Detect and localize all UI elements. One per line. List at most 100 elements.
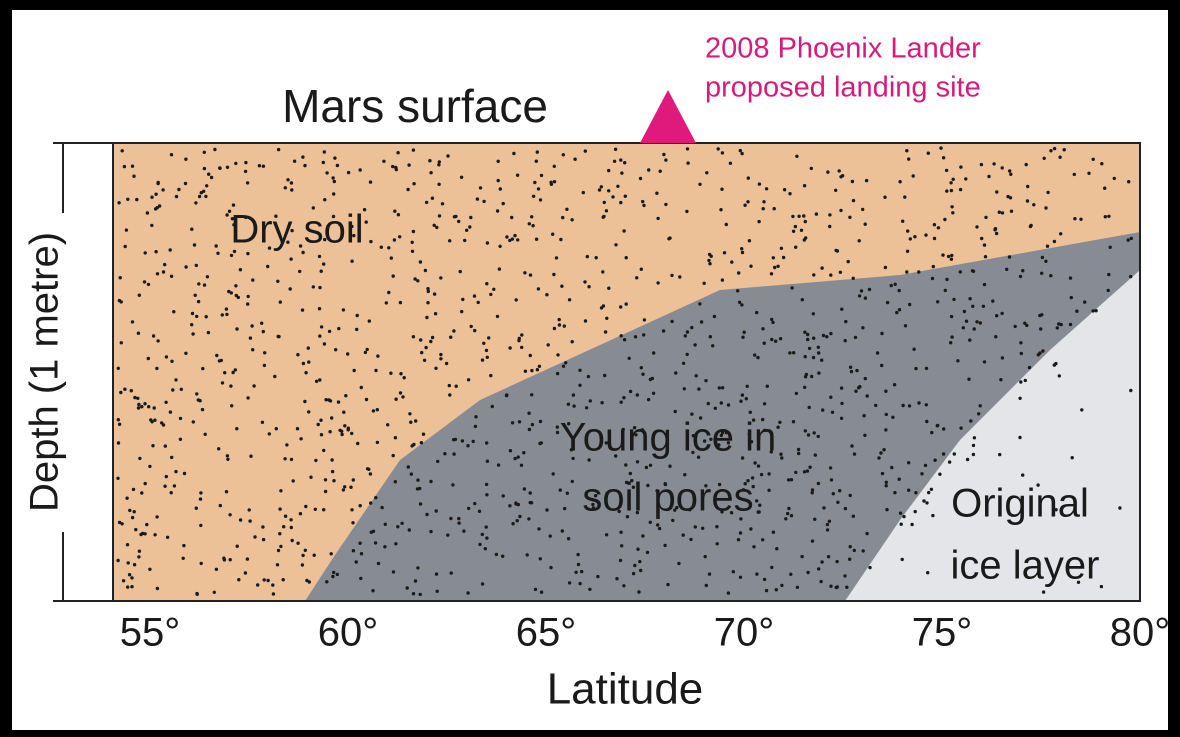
- x-tick-label: 65°: [516, 611, 577, 655]
- grain: [244, 170, 247, 173]
- grain: [206, 275, 209, 278]
- grain: [372, 530, 375, 533]
- grain: [553, 180, 556, 183]
- grain: [622, 396, 625, 399]
- grain: [578, 369, 581, 372]
- grain: [863, 434, 866, 437]
- grain: [647, 398, 650, 401]
- grain: [136, 397, 139, 400]
- grain: [317, 423, 320, 426]
- grain: [973, 327, 976, 330]
- annotation-line: 2008 Phoenix Lander: [705, 33, 981, 65]
- grain: [412, 592, 415, 595]
- grain: [436, 590, 439, 593]
- grain: [794, 225, 797, 228]
- grain: [950, 205, 953, 208]
- grain: [120, 341, 123, 344]
- grain: [298, 270, 301, 273]
- grain: [130, 585, 133, 588]
- grain: [123, 165, 126, 168]
- grain: [737, 271, 740, 274]
- grain: [741, 393, 744, 396]
- grain: [436, 460, 439, 463]
- grain: [376, 441, 379, 444]
- grain: [140, 491, 143, 494]
- grain: [210, 176, 213, 179]
- grain: [130, 389, 133, 392]
- grain: [419, 260, 422, 263]
- grain: [880, 332, 883, 335]
- grain: [1044, 206, 1047, 209]
- grain: [428, 159, 431, 162]
- grain: [374, 541, 377, 544]
- grain: [133, 563, 136, 566]
- grain: [864, 296, 867, 299]
- grain: [248, 508, 251, 511]
- grain: [179, 438, 182, 441]
- grain: [838, 169, 841, 172]
- grain: [527, 412, 530, 415]
- grain: [812, 356, 815, 359]
- grain: [704, 379, 707, 382]
- grain: [396, 525, 399, 528]
- grain: [881, 472, 884, 475]
- grain: [938, 473, 941, 476]
- grain: [770, 272, 773, 275]
- grain: [721, 386, 724, 389]
- grain: [1025, 324, 1028, 327]
- grain: [369, 472, 372, 475]
- grain: [137, 403, 140, 406]
- grain: [826, 528, 829, 531]
- grain: [868, 288, 871, 291]
- grain: [1014, 325, 1017, 328]
- grain: [290, 188, 293, 191]
- grain: [460, 310, 463, 313]
- grain: [572, 393, 575, 396]
- grain: [917, 401, 920, 404]
- grain: [933, 223, 936, 226]
- grain: [1058, 156, 1061, 159]
- grain: [772, 531, 775, 534]
- grain: [392, 570, 395, 573]
- grain: [572, 404, 575, 407]
- grain: [200, 562, 203, 565]
- grain: [884, 266, 887, 269]
- grain: [333, 180, 336, 183]
- annotation-line: proposed landing site: [705, 72, 981, 104]
- grain: [283, 457, 286, 460]
- grain: [323, 150, 326, 153]
- grain: [905, 149, 908, 152]
- grain: [982, 305, 985, 308]
- grain: [763, 578, 766, 581]
- region-label: soil pores: [582, 476, 753, 520]
- grain: [201, 367, 204, 370]
- grain: [460, 176, 463, 179]
- grain: [1073, 173, 1076, 176]
- grain: [811, 488, 814, 491]
- grain: [438, 214, 441, 217]
- grain: [796, 586, 799, 589]
- grain: [518, 420, 521, 423]
- grain: [138, 294, 141, 297]
- grain: [729, 162, 732, 165]
- grain: [120, 522, 123, 525]
- grain: [268, 432, 271, 435]
- grain: [296, 353, 299, 356]
- grain: [538, 365, 541, 368]
- grain: [820, 359, 823, 362]
- grain: [604, 330, 607, 333]
- grain: [199, 497, 202, 500]
- grain: [797, 215, 800, 218]
- grain: [848, 558, 851, 561]
- grain: [686, 353, 689, 356]
- grain: [146, 211, 149, 214]
- grain: [565, 208, 568, 211]
- grain: [1113, 177, 1116, 180]
- grain: [203, 167, 206, 170]
- grain: [334, 348, 337, 351]
- grain: [365, 398, 368, 401]
- grain: [486, 241, 489, 244]
- grain: [773, 266, 776, 269]
- grain: [914, 510, 917, 513]
- grain: [235, 327, 238, 330]
